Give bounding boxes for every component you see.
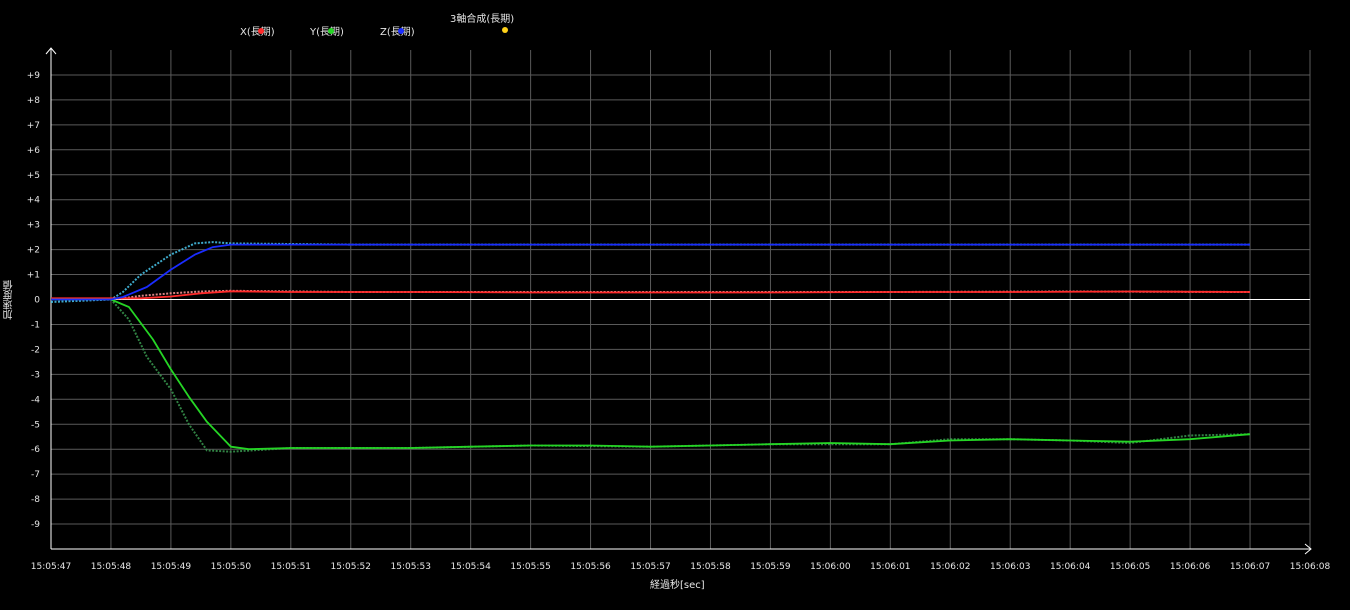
x-axis-arrow — [1304, 543, 1312, 555]
legend-x-label: X(長期) — [240, 27, 275, 38]
legend-z-marker — [398, 28, 404, 34]
x-tick-label: 15:06:04 — [1050, 562, 1091, 572]
x-tick-label: 15:06:07 — [1230, 562, 1270, 572]
y-tick-label: -6 — [31, 445, 40, 455]
y-axis-arrow — [45, 47, 57, 55]
x-tick-label: 15:06:00 — [810, 562, 851, 572]
y-tick-label: +6 — [27, 146, 41, 156]
legend-total-marker — [502, 27, 508, 33]
y-tick-label: +5 — [27, 171, 40, 181]
y-tick-label: -4 — [31, 395, 40, 405]
y-tick-label: +7 — [27, 121, 40, 131]
x-tick-label: 15:06:06 — [1170, 562, 1211, 572]
series-line — [51, 298, 1251, 451]
x-tick-label: 15:05:56 — [570, 562, 611, 572]
y-tick-label: -2 — [31, 345, 40, 355]
x-tick-label: 15:05:54 — [450, 562, 491, 572]
y-tick-label: -5 — [31, 420, 40, 430]
y-tick-label: -1 — [31, 320, 40, 330]
y-tick-label: +1 — [27, 271, 40, 281]
y-tick-label: -8 — [31, 495, 40, 505]
x-tick-label: 15:06:02 — [930, 562, 970, 572]
chart-axes — [45, 47, 1312, 555]
x-tick-label: 15:06:05 — [1110, 562, 1150, 572]
x-tick-label: 15:05:53 — [391, 562, 431, 572]
x-tick-label: 15:05:52 — [331, 562, 371, 572]
legend-y-marker — [328, 28, 334, 34]
x-tick-label: 15:05:51 — [271, 562, 311, 572]
x-tick-label: 15:05:50 — [211, 562, 252, 572]
y-axis-label: 加速度値 — [4, 280, 15, 320]
legend-y-label: Y(長期) — [310, 27, 344, 38]
y-tick-label: -9 — [31, 520, 40, 530]
x-tick-label: 15:05:59 — [750, 562, 791, 572]
x-tick-label: 15:05:55 — [510, 562, 550, 572]
series-line — [51, 243, 1250, 301]
x-tick-label: 15:06:08 — [1290, 562, 1331, 572]
x-tick-label: 15:05:48 — [91, 562, 132, 572]
x-axis-label: 経過秒[sec] — [650, 580, 705, 591]
y-tick-label: +4 — [27, 196, 41, 206]
x-tick-labels: 15:05:47 15:05:48 15:05:49 15:05:50 15:05:51… — [31, 562, 1331, 572]
legend-x-marker — [258, 28, 264, 34]
legend-total-label: 3軸合成(長期) — [450, 14, 515, 25]
legend: X(長期) Y(長期) Z(長期) 3軸合成(長期) — [0, 0, 1350, 40]
y-tick-label: -7 — [31, 470, 40, 480]
x-tick-label: 15:05:49 — [151, 562, 192, 572]
x-tick-label: 15:06:03 — [990, 562, 1030, 572]
y-tick-labels: +9 +8 +7 +6 +5 +4 +3 +2 +1 0 -1 -2 -3 -4 -5 -6 -7 -8 -9 — [27, 71, 41, 530]
y-tick-label: +8 — [27, 96, 41, 106]
series-line — [51, 290, 1251, 300]
chart-grid — [51, 50, 1311, 549]
y-tick-label: +9 — [27, 71, 41, 81]
x-tick-label: 15:05:57 — [630, 562, 670, 572]
x-tick-label: 15:05:47 — [31, 562, 71, 572]
series-group — [51, 243, 1251, 451]
x-tick-label: 15:06:01 — [870, 562, 910, 572]
legend-z-label: Z(長期) — [380, 27, 415, 38]
y-tick-label: 0 — [34, 296, 40, 306]
y-tick-label: +2 — [27, 246, 40, 256]
y-tick-label: -3 — [31, 370, 40, 380]
x-tick-label: 15:05:58 — [690, 562, 731, 572]
y-tick-label: +3 — [27, 221, 40, 231]
